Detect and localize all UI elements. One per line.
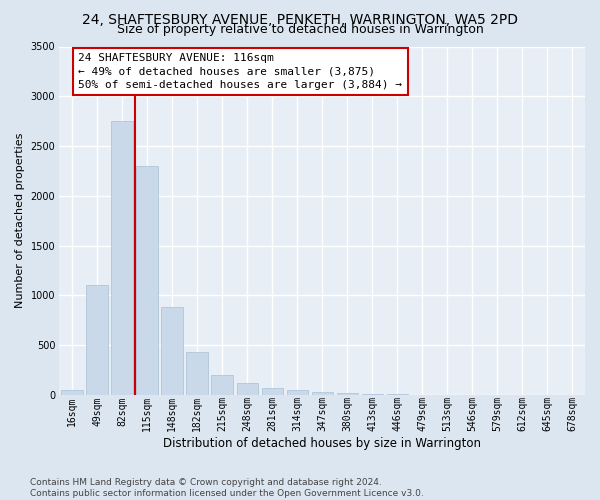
Text: 24 SHAFTESBURY AVENUE: 116sqm
← 49% of detached houses are smaller (3,875)
50% o: 24 SHAFTESBURY AVENUE: 116sqm ← 49% of d…	[78, 54, 402, 90]
Bar	[362, 394, 383, 395]
Text: Size of property relative to detached houses in Warrington: Size of property relative to detached ho…	[116, 24, 484, 36]
Bar	[161, 307, 183, 395]
Text: Contains HM Land Registry data © Crown copyright and database right 2024.
Contai: Contains HM Land Registry data © Crown c…	[30, 478, 424, 498]
X-axis label: Distribution of detached houses by size in Warrington: Distribution of detached houses by size …	[163, 437, 481, 450]
Bar	[112, 121, 133, 395]
Text: 24, SHAFTESBURY AVENUE, PENKETH, WARRINGTON, WA5 2PD: 24, SHAFTESBURY AVENUE, PENKETH, WARRING…	[82, 12, 518, 26]
Bar	[311, 392, 333, 395]
Bar	[337, 393, 358, 395]
Bar	[136, 166, 158, 395]
Bar	[262, 388, 283, 395]
Bar	[86, 286, 107, 395]
Bar	[187, 352, 208, 395]
Bar	[236, 384, 258, 395]
Bar	[287, 390, 308, 395]
Y-axis label: Number of detached properties: Number of detached properties	[15, 133, 25, 308]
Bar	[61, 390, 83, 395]
Bar	[211, 376, 233, 395]
